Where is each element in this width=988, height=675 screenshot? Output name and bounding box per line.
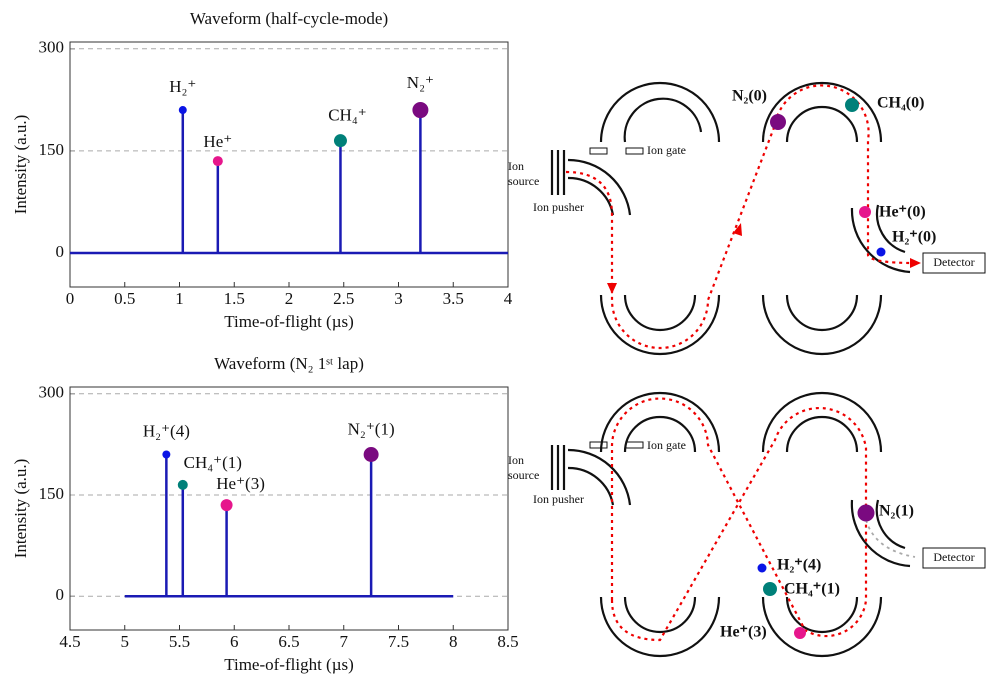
diagram-top: Detector Ion source Ion pusher Ion gate … (508, 81, 986, 356)
point-label: CH₄⁺(1) (184, 453, 242, 472)
electrode (599, 81, 721, 143)
x-tick-label: 6.5 (278, 632, 299, 651)
y-tick-label: 300 (39, 383, 65, 402)
x-tick-label: 2 (285, 289, 294, 308)
ion-source-label: Ion (508, 159, 524, 173)
ion-label: H₂⁺(0) (892, 229, 936, 246)
ion (857, 504, 875, 522)
electrode (850, 204, 911, 274)
y-tick-label: 0 (56, 242, 65, 261)
point-label: He⁺(3) (216, 474, 265, 493)
y-axis-label: Intensity (a.u.) (11, 115, 30, 215)
ion-path (610, 397, 868, 642)
detector-box (922, 252, 986, 274)
x-tick-label: 3.5 (443, 289, 464, 308)
ion-source-label: source (508, 174, 539, 188)
electrode (761, 294, 883, 356)
y-axis-label: Intensity (a.u.) (11, 459, 30, 559)
detector-box (922, 547, 986, 569)
x-tick-label: 0 (66, 289, 75, 308)
ion-label: H₂⁺(4) (777, 557, 821, 574)
y-tick-label: 150 (39, 140, 65, 159)
x-tick-label: 8.5 (497, 632, 518, 651)
electrode (567, 448, 632, 506)
ion-label: He⁺(0) (879, 204, 926, 221)
x-tick-label: 2.5 (333, 289, 354, 308)
x-tick-label: 5.5 (169, 632, 190, 651)
marker (333, 134, 347, 148)
ion-label: He⁺(3) (720, 624, 767, 641)
ion (763, 582, 777, 596)
marker (412, 102, 429, 119)
marker (212, 156, 223, 167)
ion-gate (625, 147, 644, 155)
plot-frame (69, 386, 509, 631)
ion-label: CH₄(0) (877, 95, 924, 112)
ion-gate (625, 441, 644, 449)
ion (757, 563, 767, 573)
detector-label: Detector (933, 550, 974, 564)
charts: Waveform (half-cycle-mode) Time-of-flight… (11, 9, 519, 674)
electrode (599, 596, 721, 658)
x-tick-label: 7.5 (388, 632, 409, 651)
detector-label: Detector (933, 255, 974, 269)
point-label: CH₄⁺ (328, 106, 367, 125)
plot-frame (69, 41, 509, 288)
point-label: He⁺ (203, 132, 232, 151)
ion-gate (589, 441, 608, 449)
ion-gate-label: Ion gate (647, 143, 686, 157)
y-tick-label: 0 (56, 585, 65, 604)
electrode (599, 294, 721, 356)
marker (220, 499, 233, 512)
electrode (761, 81, 883, 143)
ion-gate (589, 147, 608, 155)
marker (162, 450, 171, 459)
ion (876, 247, 886, 257)
chart-title: Waveform (N₂ 1ˢᵗ lap) (214, 354, 364, 373)
x-tick-label: 3 (394, 289, 403, 308)
marker (363, 447, 379, 462)
ion-label: CH₄⁺(1) (784, 581, 840, 598)
electrode (761, 391, 883, 453)
ion (859, 206, 871, 218)
x-tick-label: 6 (230, 632, 239, 651)
ion (770, 114, 786, 130)
x-axis-label: Time-of-flight (µs) (224, 312, 354, 331)
x-tick-label: 1 (175, 289, 184, 308)
ion-source (550, 150, 566, 195)
ion-source-label: Ion (508, 453, 524, 467)
x-tick-label: 8 (449, 632, 458, 651)
ion-pusher-label: Ion pusher (533, 492, 584, 506)
x-tick-label: 4 (504, 289, 513, 308)
point-label: N₂⁺(1) (348, 419, 395, 438)
x-tick-label: 5 (121, 632, 130, 651)
electrode (850, 499, 911, 568)
diagram-bottom: Detector Ion source Ion pusher Ion gate … (508, 391, 986, 658)
x-axis-label: Time-of-flight (µs) (224, 655, 354, 674)
x-tick-label: 4.5 (59, 632, 80, 651)
x-tick-label: 7 (340, 632, 349, 651)
chart-title: Waveform (half-cycle-mode) (190, 9, 388, 28)
electrode (599, 391, 721, 453)
ion-source-label: source (508, 468, 539, 482)
y-tick-label: 150 (39, 484, 65, 503)
electrode (761, 596, 883, 658)
ion-gate-label: Ion gate (647, 438, 686, 452)
ion-label: N₂(1) (879, 503, 914, 520)
ion-source (550, 445, 566, 490)
ion-label: N₂(0) (732, 88, 767, 105)
marker (178, 106, 187, 115)
x-tick-label: 1.5 (224, 289, 245, 308)
point-label: H₂⁺(4) (143, 421, 190, 440)
ion-pusher-label: Ion pusher (533, 200, 584, 214)
ion (845, 98, 859, 112)
point-label: N₂⁺ (407, 73, 434, 92)
ion (794, 627, 806, 639)
y-tick-label: 300 (39, 38, 65, 57)
x-tick-label: 0.5 (114, 289, 135, 308)
exit-path (865, 519, 916, 558)
point-label: H₂⁺ (169, 77, 196, 96)
marker (177, 479, 188, 490)
